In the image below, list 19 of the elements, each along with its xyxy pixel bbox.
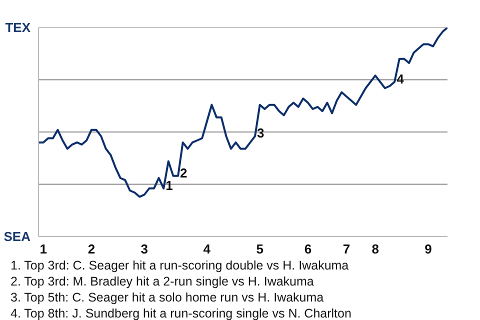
x-tick-label: 4: [203, 242, 212, 256]
x-tick-label: 5: [256, 242, 264, 256]
x-tick-label: 1: [40, 242, 47, 256]
text: TEX: [5, 20, 31, 35]
text: SEA: [4, 229, 32, 244]
text: 2. Top 3rd: M. Bradley hit a 2-run single vs H. Iwakuma: [10, 274, 314, 288]
x-tick-label: 6: [304, 242, 312, 256]
x-tick-label: 3: [140, 242, 148, 256]
text: 3. Top 5th: C. Seager hit a solo home run vs H. Iwakuma: [10, 290, 324, 304]
x-tick-label: 9: [424, 242, 432, 256]
text: 1. Top 3rd: C. Seager hit a run-scoring double vs H. Iwakuma: [10, 258, 349, 272]
text: 4. Top 8th: J. Sundberg hit a run-scoring single vs N. Charlton: [10, 306, 352, 320]
annotation: 2: [180, 165, 188, 180]
x-tick-label: 7: [342, 242, 350, 256]
annotation: 3: [257, 126, 264, 141]
annotation: 4: [396, 71, 405, 86]
annotation: 1: [166, 178, 173, 193]
x-tick-label: 8: [372, 242, 379, 256]
x-tick-label: 2: [88, 242, 96, 256]
